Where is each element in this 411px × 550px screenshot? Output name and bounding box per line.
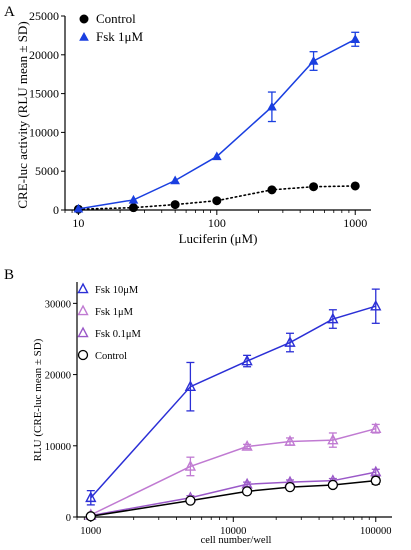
data-point	[241, 440, 253, 451]
y-tick-label: 10000	[45, 442, 71, 453]
data-point	[85, 491, 97, 503]
legend-marker	[79, 31, 89, 41]
series-line	[90, 471, 376, 517]
legend-label: Fsk 1μM	[95, 307, 134, 318]
series-1	[73, 31, 361, 213]
data-point	[211, 151, 222, 161]
y-tick-label: 25000	[29, 9, 59, 23]
panel-b: B RLU (CRE-luc mean ± SD) cell number/we…	[4, 267, 392, 546]
panel-b-legend: Fsk 10μM Fsk 1μM Fsk 0.1μM Control	[77, 282, 142, 362]
legend-marker	[77, 304, 89, 316]
series-0	[85, 288, 382, 506]
series-1	[85, 422, 382, 520]
data-point	[284, 435, 296, 446]
legend-label: Control	[95, 351, 127, 362]
panel-b-xlabel: cell number/well	[201, 535, 272, 546]
y-tick-label: 20000	[29, 48, 59, 62]
data-point	[327, 312, 339, 324]
panel-label-a: A	[4, 4, 15, 20]
data-point	[267, 101, 277, 111]
legend-entry: Control	[77, 349, 127, 362]
panel-a: A CRE-luc activity (RLU mean ± SD) Lucif…	[4, 4, 371, 246]
data-point	[241, 486, 253, 497]
x-tick-label: 100	[208, 216, 226, 230]
data-point	[370, 475, 381, 486]
data-point	[184, 380, 197, 391]
data-point	[241, 354, 253, 366]
series-line	[90, 479, 376, 518]
x-tick-label: 1000	[80, 526, 101, 537]
panel-b-marks	[85, 288, 382, 522]
data-point	[350, 34, 361, 43]
data-point	[184, 459, 197, 471]
legend-entry: Fsk 10μM	[77, 282, 139, 296]
data-point	[284, 336, 296, 347]
panel-a-ylabel: CRE-luc activity (RLU mean ± SD)	[15, 21, 30, 208]
legend-entry: Control	[79, 11, 136, 26]
panel-a-marks	[73, 31, 361, 214]
x-tick-label: 1000	[343, 216, 367, 230]
data-point	[327, 479, 339, 491]
data-point	[327, 433, 339, 445]
legend-entry: Fsk 1μM	[79, 29, 144, 44]
x-tick-label: 10	[72, 216, 84, 230]
legend-label: Fsk 0.1μM	[95, 329, 142, 340]
data-point	[212, 196, 222, 206]
data-point	[370, 299, 382, 311]
y-tick-label: 15000	[29, 87, 59, 101]
data-point	[267, 185, 277, 195]
panel-b-ylabel: RLU (CRE-luc mean ± SD)	[32, 338, 44, 461]
legend-entry: Fsk 1μM	[77, 304, 134, 318]
data-point	[73, 203, 84, 213]
y-tick-label: 0	[66, 513, 71, 524]
data-point	[370, 422, 382, 433]
data-point	[284, 481, 296, 493]
y-tick-label: 10000	[29, 125, 59, 139]
series-0	[73, 181, 360, 214]
series-3	[85, 475, 381, 522]
y-tick-label: 30000	[45, 299, 71, 310]
data-point	[128, 203, 138, 213]
data-point	[308, 55, 319, 65]
data-point	[170, 200, 180, 210]
series-line	[90, 305, 376, 499]
panel-label-b: B	[4, 267, 14, 283]
data-point	[128, 194, 139, 204]
data-point	[309, 182, 319, 192]
legend-entry: Fsk 0.1μM	[77, 326, 142, 340]
y-tick-label: 5000	[35, 164, 59, 178]
legend-marker	[77, 326, 89, 338]
x-tick-label: 100000	[360, 526, 392, 537]
legend-marker	[77, 349, 89, 361]
series-line	[90, 427, 376, 516]
y-tick-label: 20000	[45, 371, 71, 382]
panel-a-axes: 0 5000 10000 15000 20000 25000 10 100 1000	[29, 9, 371, 230]
legend-label: Fsk 1μM	[96, 29, 144, 44]
panel-b-axes: 0 10000 20000 30000 1000 10000 100000	[45, 282, 392, 537]
panel-a-xlabel: Luciferin (μM)	[179, 231, 258, 246]
x-tick-label: 10000	[220, 526, 246, 537]
data-point	[185, 495, 196, 506]
legend-marker	[77, 282, 89, 294]
data-point	[170, 175, 181, 185]
legend-marker	[79, 14, 89, 24]
legend-label: Fsk 10μM	[95, 285, 139, 296]
panel-a-legend: Control Fsk 1μM	[79, 11, 144, 44]
legend-label: Control	[96, 11, 136, 26]
y-tick-label: 0	[53, 203, 59, 217]
data-point	[85, 511, 96, 522]
data-point	[350, 181, 360, 191]
